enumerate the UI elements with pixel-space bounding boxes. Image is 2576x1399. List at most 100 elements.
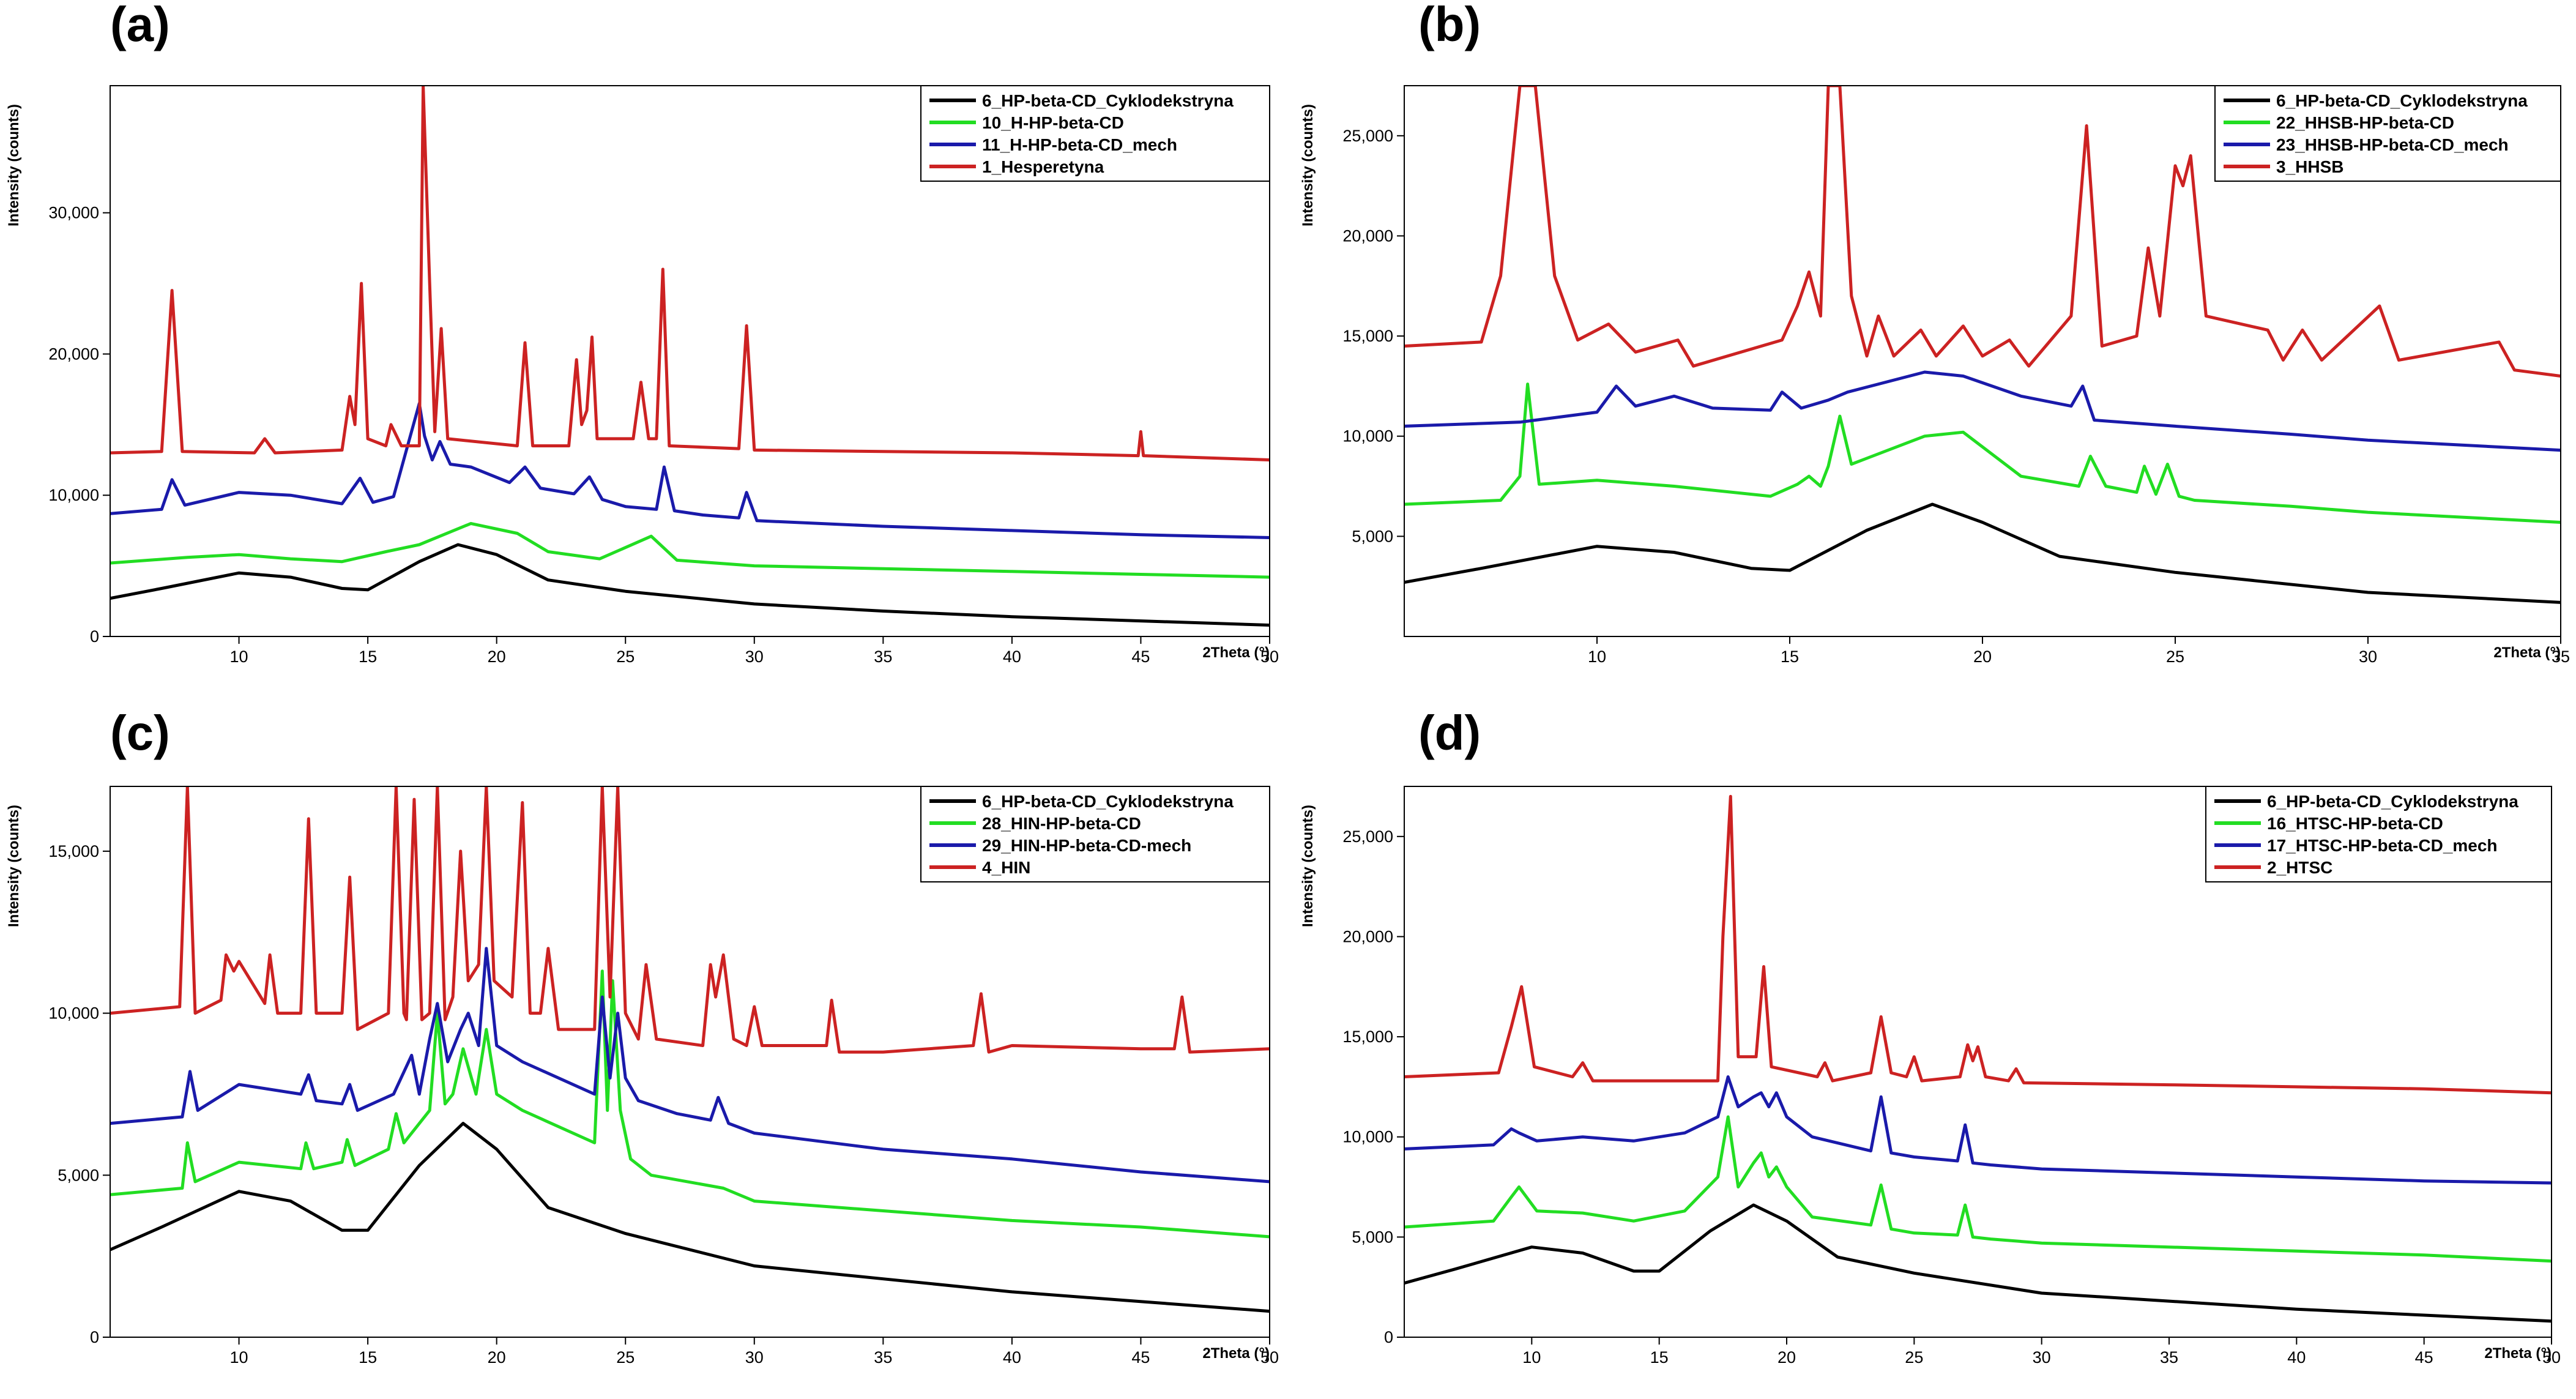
chart-b-ytick-label: 20,000 <box>1342 226 1393 245</box>
chart-d-xtick-label: 15 <box>1650 1348 1669 1367</box>
chart-b-xtick-label: 15 <box>1781 647 1799 666</box>
chart-b-ytick-label: 15,000 <box>1342 327 1393 345</box>
chart-d-ytick-label: 0 <box>1384 1328 1393 1346</box>
chart-d-xtick-label: 45 <box>2415 1348 2433 1367</box>
chart-a-xtick-label: 45 <box>1131 647 1150 666</box>
chart-b-xtick-label: 20 <box>1973 647 1992 666</box>
chart-c-xtick-label: 50 <box>1260 1348 1279 1367</box>
chart-a-xtick-label: 50 <box>1260 647 1279 666</box>
chart-d-legend-label-1: 16_HTSC-HP-beta-CD <box>2267 814 2443 833</box>
chart-d-frame <box>1404 786 2552 1338</box>
chart-b-series-3 <box>1404 86 2561 378</box>
chart-a-ytick-label: 30,000 <box>48 204 99 222</box>
chart-a-ytick-label: 10,000 <box>48 486 99 504</box>
chart-a-series-1 <box>110 521 1270 579</box>
chart-b-xlabel: 2Theta (°) <box>2493 644 2561 661</box>
chart-b-series-2 <box>1404 370 2561 452</box>
chart-a-xtick-label: 10 <box>230 647 248 666</box>
chart-d-series-0 <box>1404 1203 2552 1323</box>
chart-b: 10 15 20 25 30 35 5,000 10,000 15,000 20,000 25,00… <box>1300 85 2570 666</box>
chart-b-ytick-label: 5,000 <box>1352 527 1393 545</box>
chart-c-ytick-label: 15,000 <box>48 842 99 860</box>
chart-a-legend-label-0: 6_HP-beta-CD_Cyklodekstryna <box>982 91 1234 110</box>
chart-b-ytick-label: 25,000 <box>1342 127 1393 145</box>
chart-a-xtick-label: 40 <box>1003 647 1021 666</box>
chart-b-xtick-label: 30 <box>2359 647 2377 666</box>
chart-a-ytick-label: 0 <box>90 627 99 646</box>
chart-d: 10 15 20 25 30 35 40 45 50 0 5,000 10,000 15,000 20,0… <box>1300 786 2561 1367</box>
panel-label-b: (b) <box>1418 0 1481 51</box>
chart-c-xtick-label: 40 <box>1003 1348 1021 1367</box>
chart-a-series-2 <box>110 401 1270 539</box>
chart-d-ytick-label: 10,000 <box>1342 1128 1393 1146</box>
chart-a-legend-label-1: 10_H-HP-beta-CD <box>982 113 1124 132</box>
chart-c-xtick-label: 25 <box>616 1348 635 1367</box>
chart-b-xtick-label: 25 <box>2166 647 2184 666</box>
chart-b-legend-label-0: 6_HP-beta-CD_Cyklodekstryna <box>2276 91 2528 110</box>
chart-d-xtick-label: 25 <box>1905 1348 1923 1367</box>
chart-c-frame <box>110 786 1270 1338</box>
chart-c-xtick-label: 45 <box>1131 1348 1150 1367</box>
chart-a-ytick-label: 20,000 <box>48 345 99 363</box>
chart-c-ytick-label: 5,000 <box>58 1166 99 1184</box>
chart-c-legend-label-3: 4_HIN <box>982 858 1030 877</box>
chart-c-legend: 6_HP-beta-CD_Cyklodekstryna 28_HIN-HP-bet… <box>920 786 1270 882</box>
chart-a-legend-label-2: 11_H-HP-beta-CD_mech <box>982 135 1177 154</box>
panel-label-c: (c) <box>110 706 170 760</box>
chart-c-series-2 <box>110 947 1270 1184</box>
chart-d-xtick-label: 35 <box>2160 1348 2178 1367</box>
chart-d-ytick-label: 15,000 <box>1342 1028 1393 1046</box>
chart-b-legend-label-1: 22_HHSB-HP-beta-CD <box>2276 113 2454 132</box>
chart-c-legend-box <box>920 786 1270 882</box>
chart-c-ylabel: Intensity (counts) <box>6 805 22 927</box>
chart-d-xtick-label: 30 <box>2033 1348 2051 1367</box>
chart-c-xtick-label: 10 <box>230 1348 248 1367</box>
chart-a-xtick-label: 25 <box>616 647 635 666</box>
chart-c-xtick-label: 35 <box>874 1348 892 1367</box>
chart-d-ytick-label: 20,000 <box>1342 927 1393 946</box>
chart-b-series-1 <box>1404 382 2561 524</box>
chart-c-series-3 <box>110 786 1270 1054</box>
chart-d-legend-label-0: 6_HP-beta-CD_Cyklodekstryna <box>2267 792 2518 811</box>
chart-d-xtick-label: 40 <box>2287 1348 2306 1367</box>
chart-c-series-0 <box>110 1122 1270 1313</box>
chart-d-legend: 6_HP-beta-CD_Cyklodekstryna 16_HTSC-HP-be… <box>2205 786 2552 882</box>
chart-c-xtick-label: 20 <box>488 1348 506 1367</box>
chart-d-legend-label-2: 17_HTSC-HP-beta-CD_mech <box>2267 836 2498 855</box>
chart-a-xtick-label: 30 <box>745 647 764 666</box>
chart-c-legend-label-2: 29_HIN-HP-beta-CD-mech <box>982 836 1191 855</box>
chart-b-ytick-label: 10,000 <box>1342 427 1393 446</box>
chart-a-ylabel: Intensity (counts) <box>6 104 22 226</box>
chart-b-legend: 6_HP-beta-CD_Cyklodekstryna 22_HHSB-HP-be… <box>2214 85 2561 182</box>
chart-d-xtick-label: 50 <box>2542 1348 2561 1367</box>
chart-c: 10 15 20 25 30 35 40 45 50 0 5,000 10,000 15,000 2The… <box>6 786 1279 1367</box>
chart-c-xlabel: 2Theta (°) <box>1202 1345 1270 1362</box>
chart-d-xtick-label: 10 <box>1522 1348 1541 1367</box>
chart-c-legend-label-1: 28_HIN-HP-beta-CD <box>982 814 1141 833</box>
chart-c-ytick-label: 0 <box>90 1328 99 1346</box>
chart-c-legend-label-0: 6_HP-beta-CD_Cyklodekstryna <box>982 792 1234 811</box>
chart-c-ytick-label: 10,000 <box>48 1004 99 1023</box>
chart-a-legend-box <box>920 85 1270 182</box>
chart-a-xtick-label: 20 <box>488 647 506 666</box>
chart-d-xtick-label: 20 <box>1778 1348 1796 1367</box>
panel-label-d: (d) <box>1418 706 1481 760</box>
panel-label-a: (a) <box>110 0 170 51</box>
chart-d-xlabel: 2Theta (°) <box>2484 1345 2552 1362</box>
chart-a-series-0 <box>110 543 1270 627</box>
chart-a-series-3 <box>110 86 1270 461</box>
chart-b-legend-box <box>2214 85 2561 182</box>
chart-c-series-1 <box>110 969 1270 1239</box>
chart-b-legend-label-2: 23_HHSB-HP-beta-CD_mech <box>2276 135 2509 154</box>
chart-a-legend: 6_HP-beta-CD_Cyklodekstryna 10_H-HP-beta-… <box>920 85 1270 182</box>
chart-d-ylabel: Intensity (counts) <box>1300 805 1316 927</box>
chart-a-xtick-label: 35 <box>874 647 892 666</box>
chart-d-legend-label-3: 2_HTSC <box>2267 858 2332 877</box>
chart-a-xtick-label: 15 <box>359 647 377 666</box>
chart-d-series-3 <box>1404 794 2552 1095</box>
chart-a: 10 15 20 25 30 35 40 45 50 0 10,000 20,000 30,000 2Th… <box>6 85 1279 666</box>
chart-d-series-2 <box>1404 1075 2552 1185</box>
chart-b-ylabel: Intensity (counts) <box>1300 104 1316 226</box>
chart-b-xtick-label: 10 <box>1588 647 1606 666</box>
chart-b-xtick-label: 35 <box>2552 647 2570 666</box>
